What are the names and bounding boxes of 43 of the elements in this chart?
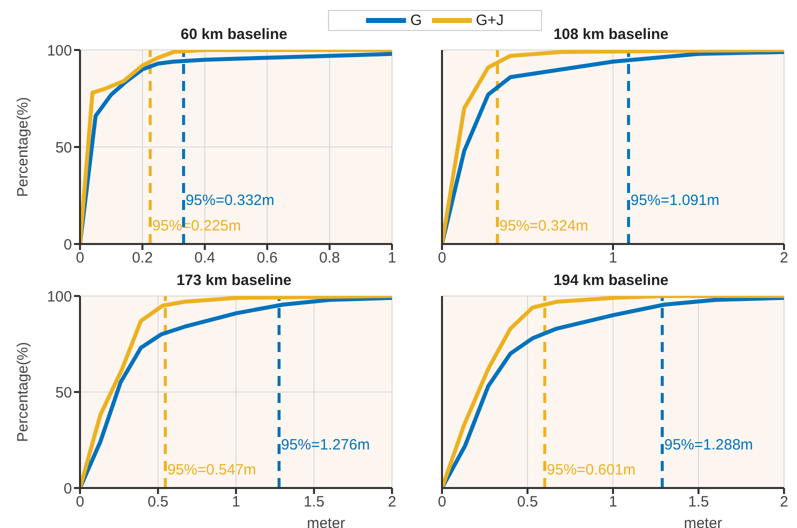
x-tick-label: 2 bbox=[780, 250, 788, 267]
ref-line-label: 95%=1.091m bbox=[630, 192, 720, 210]
x-tick-label: 0 bbox=[76, 494, 84, 511]
ref-line-label: 95%=1.276m bbox=[281, 436, 370, 454]
chart-title: 60 km baseline bbox=[180, 26, 288, 43]
x-tick-label: 0 bbox=[438, 494, 446, 511]
y-tick-label: 100 bbox=[46, 288, 72, 306]
legend-label: G+J bbox=[474, 12, 504, 29]
x-tick-label: 0.2 bbox=[132, 250, 153, 267]
x-tick-label: 0.5 bbox=[517, 494, 538, 511]
x-tick-label: 0 bbox=[438, 250, 446, 267]
legend-label: G bbox=[409, 12, 422, 29]
chart-title: 194 km baseline bbox=[552, 272, 670, 289]
x-tick-label: 2 bbox=[780, 494, 788, 511]
y-tick-label: 0 bbox=[64, 236, 72, 254]
x-tick-label: 2 bbox=[388, 494, 396, 511]
y-tick-label: 100 bbox=[46, 42, 72, 60]
y-tick-label: 50 bbox=[55, 139, 72, 156]
chart-title: 108 km baseline bbox=[553, 26, 669, 43]
x-tick-label: 1 bbox=[388, 250, 396, 267]
x-axis-title: meter bbox=[306, 515, 346, 528]
y-tick-label: 0 bbox=[64, 480, 72, 498]
x-tick-label: 0.8 bbox=[319, 250, 340, 267]
x-axis-title: meter bbox=[684, 515, 722, 528]
x-tick-label: 1 bbox=[608, 494, 618, 511]
x-tick-label: 1.5 bbox=[304, 494, 324, 511]
x-tick-label: 0 bbox=[76, 250, 84, 267]
ref-line-label: 95%=0.324m bbox=[499, 217, 588, 234]
x-tick-label: 0.4 bbox=[194, 250, 216, 267]
x-tick-label: 1 bbox=[232, 494, 240, 511]
y-axis-title: Percentage(%) bbox=[14, 96, 32, 198]
x-tick-label: 1 bbox=[608, 250, 618, 267]
y-axis-title: Percentage(%) bbox=[14, 342, 32, 442]
ref-line-label: 95%=0.225m bbox=[152, 217, 242, 234]
ref-line-label: 95%=0.601m bbox=[546, 462, 636, 479]
y-tick-label: 50 bbox=[55, 384, 72, 402]
x-tick-label: 1.5 bbox=[688, 494, 709, 511]
ref-line-label: 95%=1.288m bbox=[664, 436, 754, 454]
x-tick-label: 0.6 bbox=[256, 250, 278, 267]
ref-line-label: 95%=0.547m bbox=[167, 462, 256, 479]
chart-title: 173 km baseline bbox=[175, 272, 293, 289]
ref-line-label: 95%=0.332m bbox=[186, 192, 274, 210]
x-tick-label: 0.5 bbox=[148, 494, 168, 511]
